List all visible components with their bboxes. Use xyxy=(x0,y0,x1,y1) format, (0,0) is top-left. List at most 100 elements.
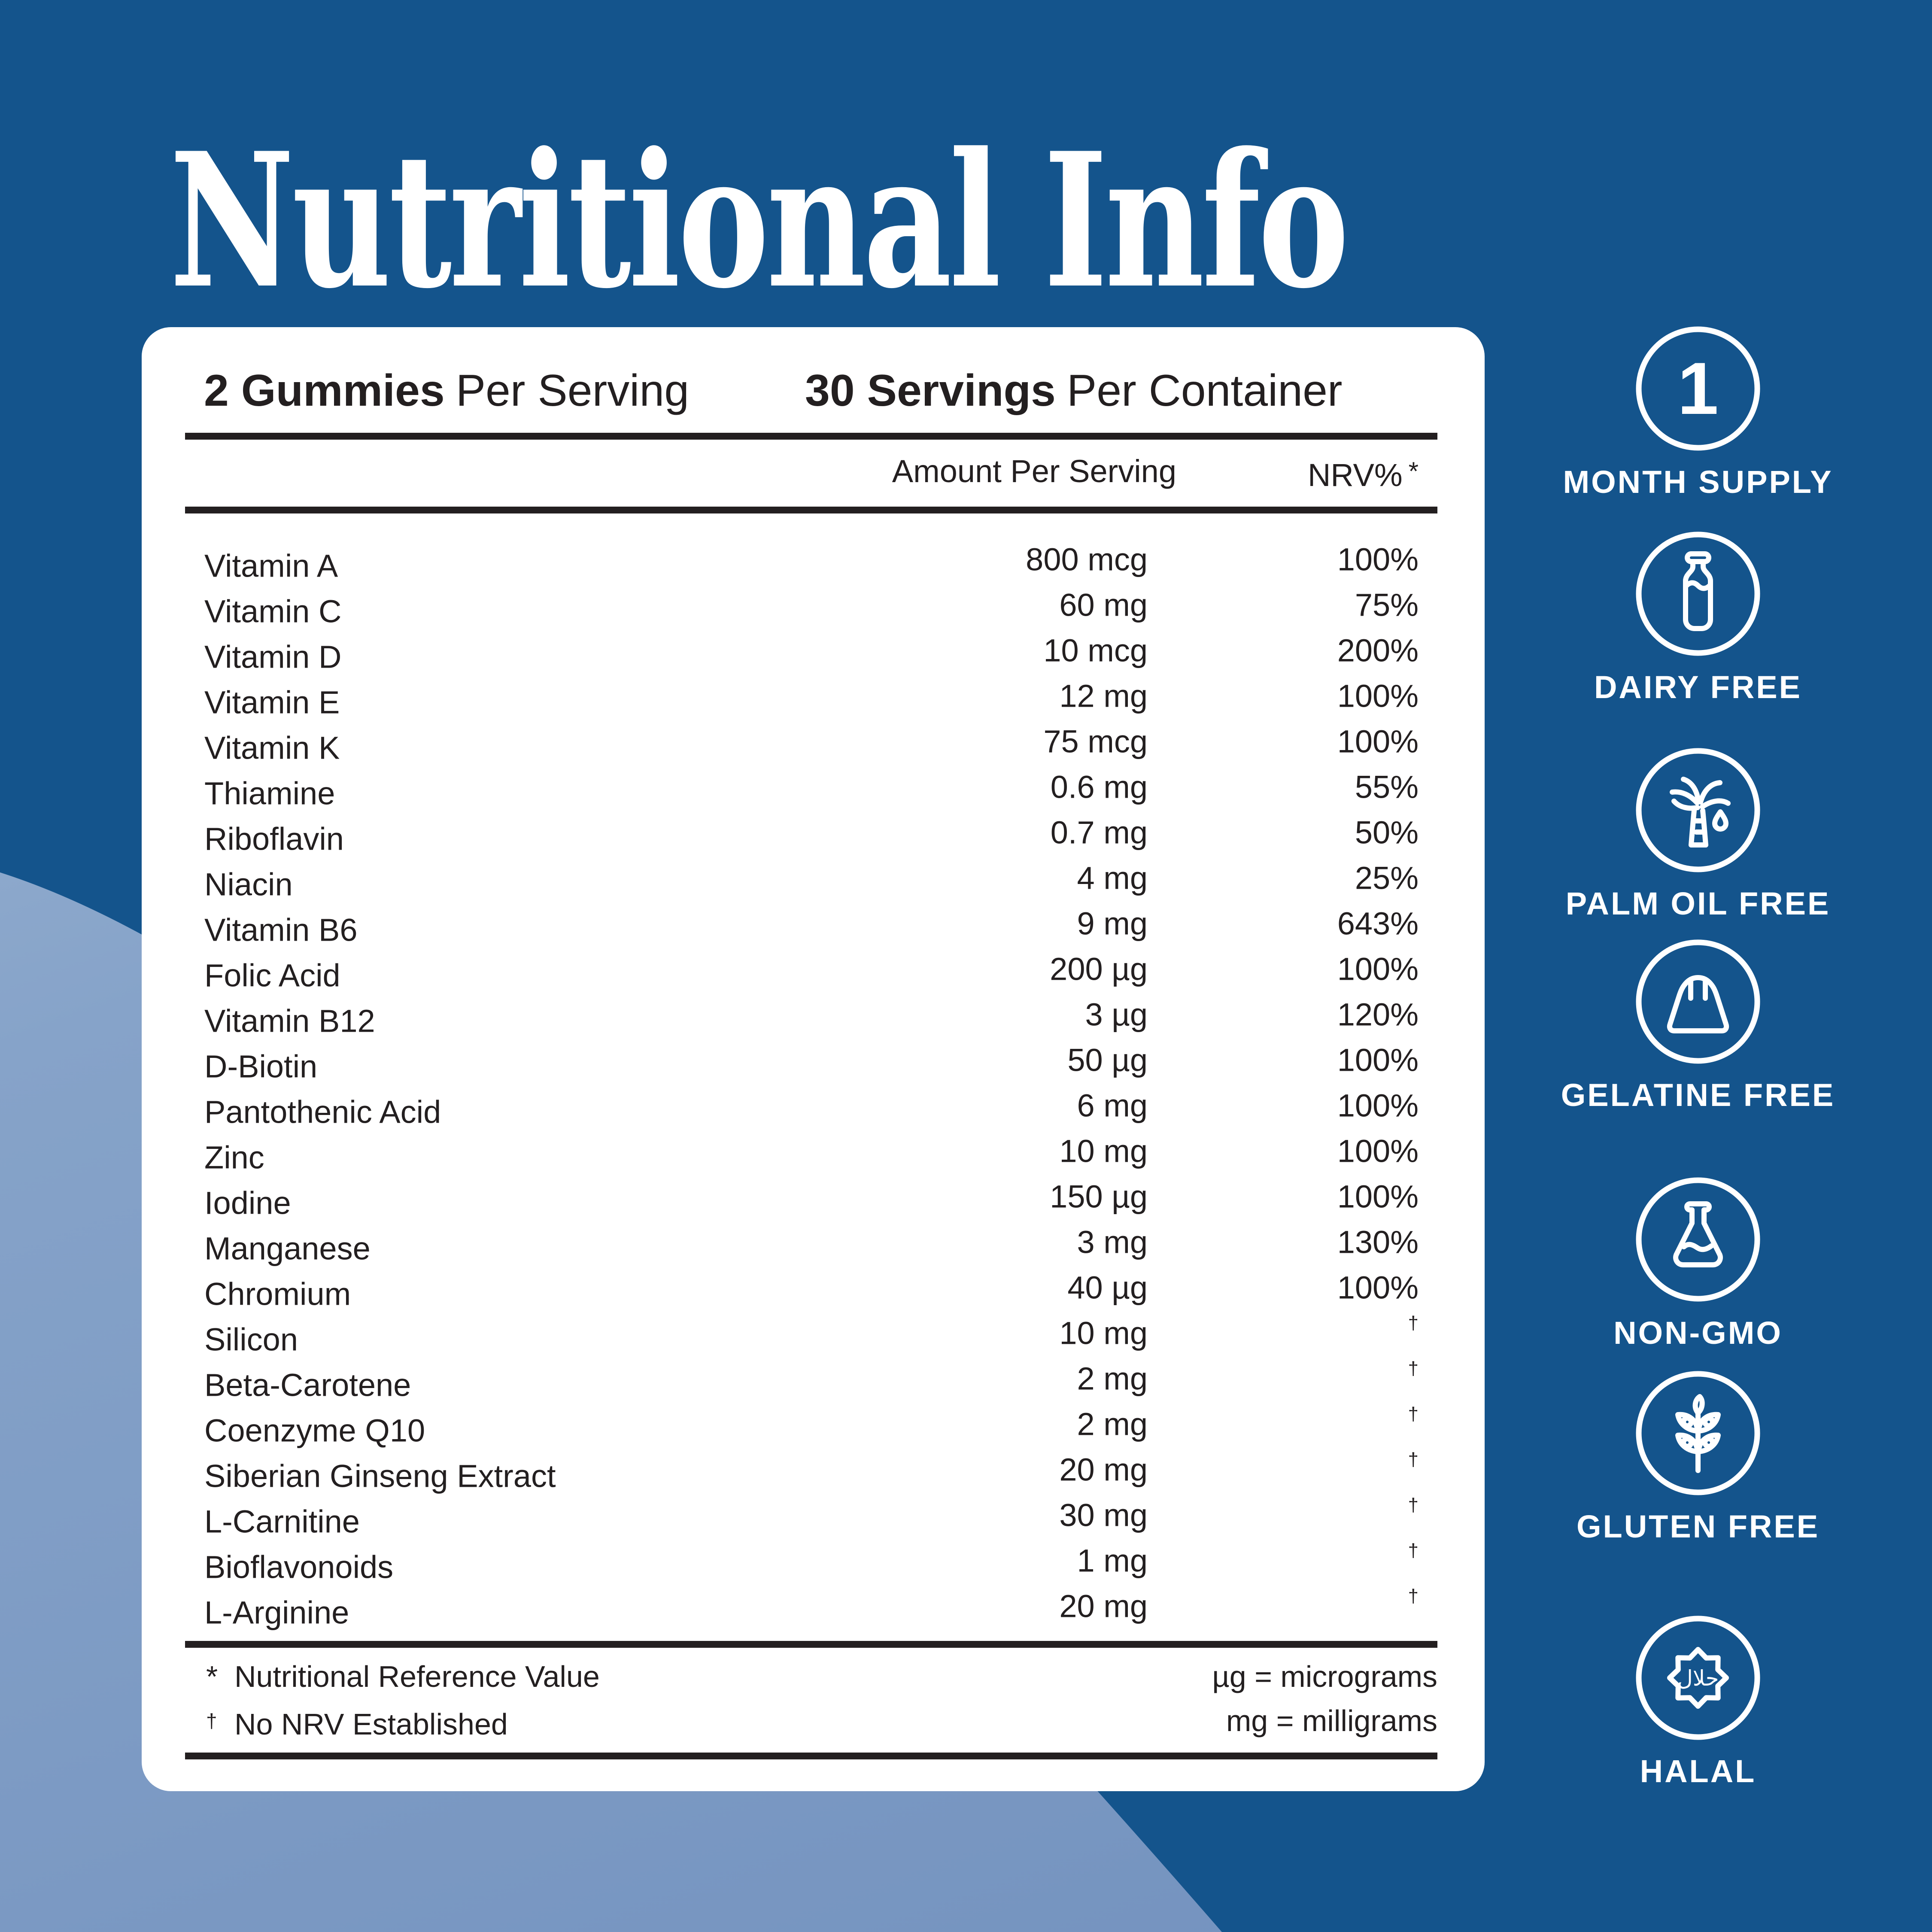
table-row: Coenzyme Q10 2 mg † xyxy=(142,1403,1485,1453)
nutrient-nrv: † xyxy=(1408,1312,1419,1334)
nutrient-name: L-Arginine xyxy=(204,1595,349,1631)
nutrient-nrv: 25% xyxy=(1355,860,1419,896)
nutrient-nrv: † xyxy=(1408,1358,1419,1379)
serving-qty-label: Per Serving xyxy=(456,366,690,416)
nutrient-name: Vitamin E xyxy=(204,684,340,720)
badge-non-gmo: NON-GMO xyxy=(1505,1177,1891,1351)
table-row: Chromium 40 µg 100% xyxy=(142,1270,1485,1317)
halal-badge-icon: حلال xyxy=(1636,1616,1760,1740)
asterisk-mark: * xyxy=(1408,457,1419,486)
table-row: Vitamin A 800 mcg 100% xyxy=(142,542,1485,589)
palm-tree-icon xyxy=(1636,748,1760,872)
footnote-text: Nutritional Reference Value xyxy=(234,1660,600,1693)
nutrient-nrv: 130% xyxy=(1337,1224,1419,1260)
table-row: Vitamin D 10 mcg 200% xyxy=(142,633,1485,680)
milk-bottle-icon xyxy=(1636,532,1760,656)
servings-count: 30 Servings xyxy=(805,366,1056,416)
nutrient-name: Thiamine xyxy=(204,775,335,811)
nutrient-name: Folic Acid xyxy=(204,957,340,993)
nutrient-amount: 0.7 mg xyxy=(1050,814,1148,851)
nutrient-name: D-Biotin xyxy=(204,1048,318,1084)
nutrient-name: Silicon xyxy=(204,1321,298,1358)
badge-label: GELATINE FREE xyxy=(1561,1077,1835,1113)
one-icon: 1 xyxy=(1636,326,1760,451)
nutrient-name: Chromium xyxy=(204,1276,351,1312)
serving-size-line: 2 Gummies Per Serving xyxy=(204,365,689,416)
dagger-mark: † xyxy=(206,1710,217,1732)
divider xyxy=(185,1641,1437,1648)
nutrient-nrv: 100% xyxy=(1337,1042,1419,1078)
nutrient-nrv: 100% xyxy=(1337,1088,1419,1124)
table-row: Zinc 10 mg 100% xyxy=(142,1133,1485,1180)
nutrient-nrv: 50% xyxy=(1355,814,1419,851)
nutrient-amount: 20 mg xyxy=(1059,1588,1148,1624)
table-row: Riboflavin 0.7 mg 50% xyxy=(142,814,1485,862)
nutrition-card: 2 Gummies Per Serving 30 Servings Per Cont… xyxy=(142,327,1485,1791)
legend-micrograms: µg = micrograms xyxy=(1212,1660,1437,1693)
badge-month-supply: 1 MONTH SUPPLY xyxy=(1505,326,1891,500)
flask-icon xyxy=(1636,1177,1760,1302)
column-header-amount: Amount Per Serving xyxy=(892,453,1176,489)
nutrient-amount: 150 µg xyxy=(1050,1179,1148,1215)
nutrient-name: L-Carnitine xyxy=(204,1504,360,1540)
footnote-no-nrv: † No NRV Established xyxy=(206,1705,508,1740)
nutrient-amount: 20 mg xyxy=(1059,1452,1148,1488)
badge-label: MONTH SUPPLY xyxy=(1563,464,1833,500)
nutrient-amount: 2 mg xyxy=(1077,1406,1148,1442)
table-row: Vitamin K 75 mcg 100% xyxy=(142,723,1485,771)
table-row: Vitamin B6 9 mg 643% xyxy=(142,905,1485,953)
nutrient-nrv: † xyxy=(1408,1449,1419,1470)
table-row: Manganese 3 mg 130% xyxy=(142,1224,1485,1271)
nutrient-name: Vitamin K xyxy=(204,730,340,766)
jelly-icon xyxy=(1636,939,1760,1064)
nutrient-amount: 3 mg xyxy=(1077,1224,1148,1260)
nutrient-name: Vitamin A xyxy=(204,548,338,584)
nutrient-amount: 60 mg xyxy=(1059,587,1148,623)
table-row: L-Carnitine 30 mg † xyxy=(142,1495,1485,1544)
badge-label: HALAL xyxy=(1640,1753,1756,1789)
nutrient-name: Coenzyme Q10 xyxy=(204,1413,425,1449)
table-row: Thiamine 0.6 mg 55% xyxy=(142,769,1485,816)
table-row: Iodine 150 µg 100% xyxy=(142,1179,1485,1226)
nutrient-name: Bioflavonoids xyxy=(204,1549,394,1585)
nutrient-nrv: 100% xyxy=(1337,1179,1419,1215)
table-row: D-Biotin 50 µg 100% xyxy=(142,1042,1485,1089)
footnote-text: No NRV Established xyxy=(234,1707,508,1741)
nutrient-nrv: 75% xyxy=(1355,587,1419,623)
divider xyxy=(185,507,1437,513)
serving-qty: 2 Gummies xyxy=(204,366,445,416)
badge-label: GLUTEN FREE xyxy=(1576,1509,1820,1544)
nutrient-name: Beta-Carotene xyxy=(204,1367,411,1403)
nutrient-name: Vitamin B12 xyxy=(204,1003,375,1039)
nutrient-nrv: † xyxy=(1408,1403,1419,1425)
nutrient-nrv: 100% xyxy=(1337,723,1419,759)
servings-count-label: Per Container xyxy=(1066,366,1343,416)
nutrient-nrv: 100% xyxy=(1337,678,1419,714)
badge-halal: حلال HALAL xyxy=(1505,1616,1891,1789)
nutrient-name: Iodine xyxy=(204,1185,291,1221)
nutrient-amount: 4 mg xyxy=(1077,860,1148,896)
badge-palm-oil-free: PALM OIL FREE xyxy=(1505,748,1891,922)
badge-label: NON-GMO xyxy=(1613,1315,1783,1351)
nutrient-amount: 0.6 mg xyxy=(1050,769,1148,805)
table-row: Folic Acid 200 µg 100% xyxy=(142,951,1485,998)
legend-milligrams: mg = milligrams xyxy=(1226,1704,1437,1738)
nutrient-amount: 9 mg xyxy=(1077,905,1148,942)
divider xyxy=(185,433,1437,440)
nutrient-amount: 2 mg xyxy=(1077,1361,1148,1397)
nutrient-name: Pantothenic Acid xyxy=(204,1094,441,1130)
table-row: Vitamin C 60 mg 75% xyxy=(142,587,1485,634)
nutrient-amount: 6 mg xyxy=(1077,1088,1148,1124)
svg-text:1: 1 xyxy=(1677,347,1719,430)
nutrient-amount: 30 mg xyxy=(1059,1497,1148,1533)
footnote-reference-value: * Nutritional Reference Value xyxy=(206,1661,600,1692)
nutrient-table: Vitamin A 800 mcg 100% Vitamin C 60 mg 75% Vit… xyxy=(142,542,1485,1635)
nutrient-amount: 10 mg xyxy=(1059,1315,1148,1351)
nutrient-name: Manganese xyxy=(204,1230,371,1267)
badge-dairy-free: DAIRY FREE xyxy=(1505,532,1891,705)
badge-gelatine-free: GELATINE FREE xyxy=(1505,939,1891,1113)
badge-gluten-free: GLUTEN FREE xyxy=(1505,1371,1891,1545)
nutrient-nrv: † xyxy=(1408,1586,1419,1607)
page-title: Nutritional Info xyxy=(170,112,1349,329)
